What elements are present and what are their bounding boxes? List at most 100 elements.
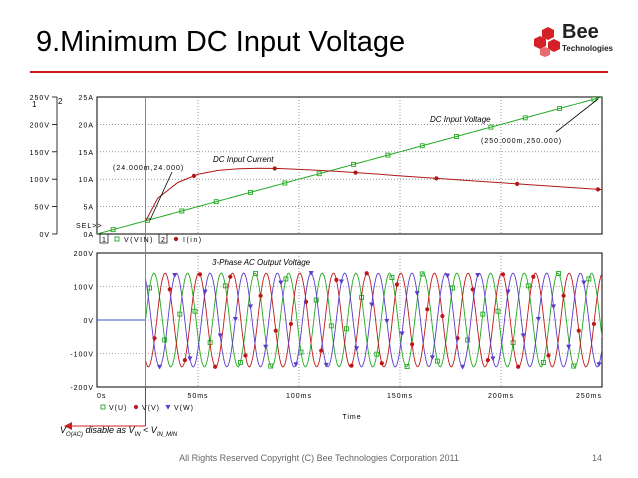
data-point-marker (515, 181, 520, 186)
phase-marker (263, 344, 269, 350)
left-axis-tick-label: 100V (30, 177, 50, 184)
left-axis-tick-label: 0V (39, 232, 50, 239)
data-point-marker (248, 189, 253, 195)
phase-marker (268, 363, 274, 369)
data-point-marker (110, 227, 116, 233)
vo-disable-note: VO(AC) disable as VIN < VIN_MIN (60, 425, 177, 438)
phase-marker (525, 283, 531, 289)
phase-marker (550, 304, 557, 310)
phase-marker (253, 271, 259, 276)
phase-marker (288, 321, 294, 327)
phase-marker (187, 356, 193, 362)
phase-marker (323, 362, 329, 368)
phase-marker (167, 287, 172, 292)
data-point-marker (316, 171, 322, 177)
logo-subtitle: Technologies (562, 44, 613, 53)
data-point-marker (179, 208, 185, 214)
phase-marker (440, 313, 445, 319)
x-tick-label: 150ms (387, 393, 413, 400)
copyright-footer: All Rights Reserved Copyright (C) Bee Te… (179, 453, 459, 463)
phase-marker (172, 273, 178, 278)
left-axis-tick-label: 250V (30, 95, 50, 102)
data-point-marker (419, 143, 425, 149)
phase-marker (334, 277, 339, 282)
data-point-marker (213, 199, 219, 205)
right-axis-tick-label: 10A (79, 177, 94, 184)
phase-marker (566, 344, 572, 350)
top-series-group (97, 97, 602, 234)
note-lt: < V (140, 425, 157, 435)
phase-marker (475, 273, 481, 278)
phase-marker (480, 311, 486, 317)
left-axis-tick-label: 150V (30, 150, 50, 157)
right-axis-tick-label: 25A (79, 95, 94, 102)
phase-marker (177, 311, 183, 317)
phase-marker (192, 308, 198, 314)
note-in-sub: IN (134, 431, 141, 438)
note-mid: disable as V (83, 425, 135, 435)
x-tick-label: 0s (97, 393, 106, 400)
phase-marker (485, 358, 490, 363)
legend-label: V(VIN) (124, 237, 154, 244)
axis-marker-1: 1 (32, 100, 37, 109)
legend-index: 2 (161, 237, 165, 244)
phase-wave-vv (145, 272, 602, 368)
phase-marker (520, 333, 526, 339)
phase-marker (379, 361, 384, 366)
phase-marker (338, 279, 345, 285)
left-axis-tick-label: 200V (30, 122, 50, 129)
phase-marker (465, 337, 471, 343)
phase-marker (162, 337, 168, 343)
phase-marker (419, 271, 425, 277)
right-axis-tick-label: 5A (83, 205, 94, 212)
data-point-marker (557, 106, 563, 111)
phase-marker (556, 271, 562, 276)
phase-marker (425, 307, 430, 312)
series-line-vvin (97, 97, 602, 234)
bottom-panel-title: 3-Phase AC Output Voltage (212, 258, 311, 267)
phase-marker (434, 358, 440, 364)
legend-index-box (99, 233, 109, 244)
phase-marker (586, 276, 592, 282)
phase-marker (243, 353, 248, 358)
phase-marker (349, 363, 354, 368)
phase-marker (505, 289, 511, 295)
phase-marker (328, 323, 334, 329)
annotation-dc-current: DC Input Current (213, 155, 274, 164)
phase-marker (404, 364, 410, 369)
data-point-marker (191, 173, 197, 179)
bottom-y-tick-label: -100V (70, 352, 94, 359)
right-axis-tick-label: 15A (79, 150, 94, 157)
data-point-marker (351, 161, 356, 167)
data-point-marker (591, 97, 597, 102)
phase-wave-vw (145, 272, 602, 368)
bottom-y-tick-label: 0V (83, 318, 94, 325)
phase-marker (258, 293, 263, 298)
data-point-marker (434, 176, 439, 181)
legend-label: I(in) (183, 237, 203, 244)
phase-marker (298, 349, 304, 355)
slide-title: 9.Minimum DC Input Voltage (36, 26, 406, 58)
phase-marker (429, 355, 435, 361)
data-point-marker (353, 170, 358, 175)
phase-marker (374, 351, 380, 357)
phase-marker (410, 342, 415, 347)
phase-marker (414, 291, 420, 296)
data-point-marker (488, 124, 494, 130)
phase-marker (591, 321, 597, 327)
data-point-marker (454, 134, 460, 139)
arrow-left-icon (64, 422, 72, 430)
bottom-y-tick-label: 100V (74, 285, 94, 292)
phase-marker (308, 271, 314, 276)
phase-marker (319, 348, 324, 353)
x-tick-label: 200ms (488, 393, 514, 400)
phase-marker (232, 316, 238, 322)
phase-marker (459, 364, 466, 370)
leader-line-point-b (555, 98, 599, 133)
phase-marker (571, 363, 577, 369)
phase-marker (561, 293, 566, 298)
sel-label: SEL>> (76, 223, 102, 230)
bottom-series-group (97, 271, 602, 370)
phase-marker (450, 285, 455, 291)
x-tick-label: 100ms (286, 393, 312, 400)
